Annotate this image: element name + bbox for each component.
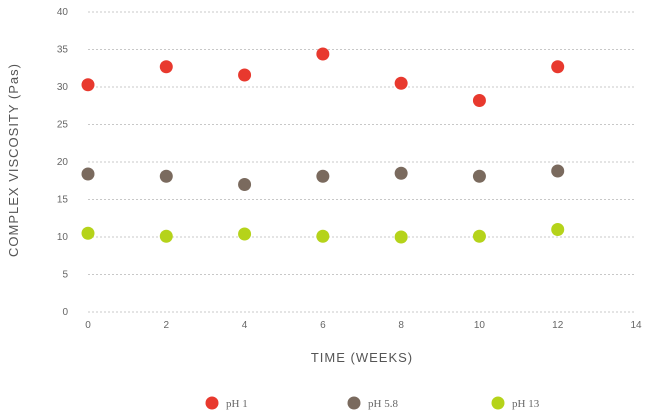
- data-point-series-0: [81, 78, 95, 92]
- y-tick-label: 15: [57, 195, 69, 206]
- x-tick-label: 0: [85, 320, 91, 331]
- y-axis-title: COMPLEX VISCOSITY (Pas): [6, 63, 21, 257]
- x-tick-label: 4: [242, 320, 248, 331]
- data-point-series-0: [472, 94, 486, 107]
- y-tick-label: 40: [57, 7, 69, 18]
- y-tick-label: 0: [62, 307, 68, 318]
- y-tick-label: 30: [57, 82, 69, 93]
- data-point-series-2: [238, 227, 252, 241]
- data-point-series-2: [81, 226, 95, 240]
- y-tick-label: 20: [57, 157, 69, 168]
- x-tick-label: 2: [164, 320, 170, 331]
- x-axis-ticks: 0 2 4 6 8 10 12 14: [85, 320, 642, 331]
- y-tick-label: 10: [57, 232, 69, 243]
- data-point-series-2: [159, 229, 173, 243]
- data-point-series-1: [472, 169, 486, 183]
- legend-marker: [347, 396, 361, 410]
- data-point-series-0: [238, 68, 252, 82]
- x-tick-label: 8: [398, 320, 404, 331]
- legend-marker: [205, 396, 219, 410]
- data-points: [81, 47, 565, 244]
- data-point-series-0: [394, 76, 408, 90]
- legend-label: pH 13: [512, 398, 540, 410]
- x-tick-label: 14: [630, 320, 642, 331]
- x-tick-label: 12: [552, 320, 564, 331]
- y-tick-label: 25: [57, 120, 69, 131]
- legend-marker: [491, 396, 505, 410]
- data-point-series-0: [551, 60, 565, 74]
- gridlines: [88, 11, 636, 313]
- y-axis-ticks: 0 5 10 15 20 25 30 35 40: [57, 7, 69, 318]
- x-axis-title: TIME (WEEKS): [311, 350, 413, 365]
- data-point-series-1: [394, 166, 408, 180]
- y-tick-label: 35: [57, 45, 69, 56]
- data-point-series-2: [316, 229, 330, 243]
- data-point-series-1: [159, 169, 173, 183]
- x-tick-label: 10: [474, 320, 486, 331]
- legend-label: pH 1: [226, 398, 248, 410]
- data-point-series-0: [159, 60, 173, 74]
- x-tick-label: 6: [320, 320, 326, 331]
- legend: pH 1 pH 5.8 pH 13: [205, 396, 540, 410]
- data-point-series-2: [551, 223, 565, 236]
- data-point-series-2: [472, 229, 486, 243]
- data-point-series-1: [551, 164, 565, 178]
- data-point-series-1: [238, 178, 252, 191]
- y-tick-label: 5: [62, 270, 68, 281]
- data-point-series-0: [316, 47, 330, 61]
- data-point-series-1: [316, 169, 330, 183]
- data-point-series-2: [394, 230, 408, 244]
- legend-label: pH 5.8: [368, 398, 398, 410]
- data-point-series-1: [81, 167, 95, 181]
